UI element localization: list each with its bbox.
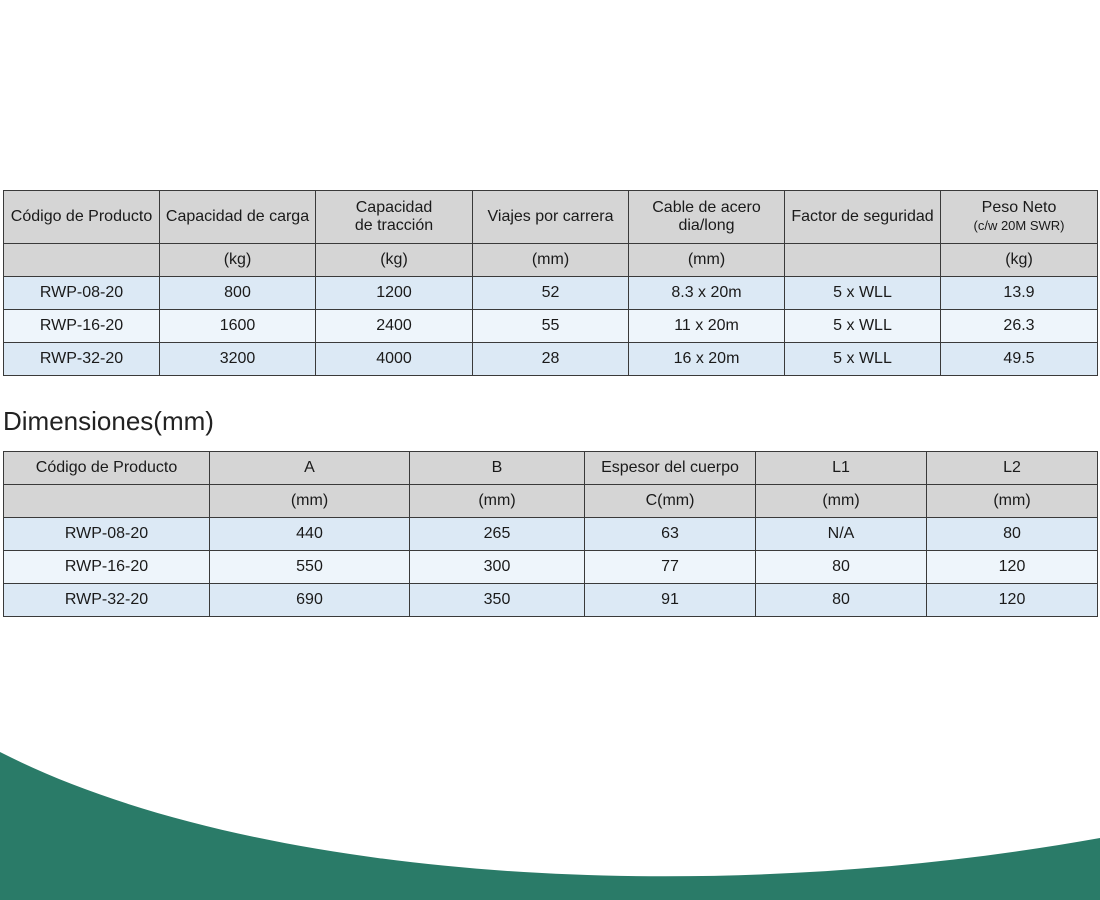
table-cell: 13.9: [940, 276, 1098, 310]
table-cell: 52: [472, 276, 629, 310]
table-cell: 80: [755, 583, 927, 617]
table-cell: 5 x WLL: [784, 342, 941, 376]
table-cell: RWP-32-20: [3, 342, 160, 376]
table-row: RWP-32-20 3200 4000 28 16 x 20m 5 x WLL 49.5: [3, 342, 1098, 376]
table-cell: 350: [409, 583, 585, 617]
header-cell: Viajes por carrera: [472, 190, 629, 244]
header-cell: L2: [926, 451, 1098, 485]
header-cell: A: [209, 451, 410, 485]
table-cell: 8.3 x 20m: [628, 276, 785, 310]
table-cell: RWP-16-20: [3, 309, 160, 343]
header-line: dia/long: [678, 217, 735, 234]
table-cell: 690: [209, 583, 410, 617]
header-line: Cable de acero: [652, 199, 761, 216]
table-cell: 91: [584, 583, 756, 617]
table-cell: 120: [926, 550, 1098, 584]
header-line: (c/w 20M SWR): [973, 218, 1065, 233]
table-cell: 550: [209, 550, 410, 584]
unit-cell: (mm): [628, 243, 785, 277]
units-row: (mm) (mm) C(mm) (mm) (mm): [3, 484, 1098, 518]
specs-table: Código de Producto Capacidad de carga Ca…: [3, 190, 1098, 376]
header-row: Código de Producto Capacidad de carga Ca…: [3, 190, 1098, 244]
header-row: Código de Producto A B Espesor del cuerpo L1…: [3, 451, 1098, 485]
unit-cell: (kg): [315, 243, 473, 277]
table-row: RWP-16-20 550 300 77 80 120: [3, 550, 1098, 584]
header-line: Peso Neto: [981, 199, 1057, 216]
table-row: RWP-08-20 440 265 63 N/A 80: [3, 517, 1098, 551]
header-cell: Factor de seguridad: [784, 190, 941, 244]
unit-cell: (mm): [409, 484, 585, 518]
table-row: RWP-16-20 1600 2400 55 11 x 20m 5 x WLL 26.3: [3, 309, 1098, 343]
table-cell: 4000: [315, 342, 473, 376]
table-row: RWP-08-20 800 1200 52 8.3 x 20m 5 x WLL 13.9: [3, 276, 1098, 310]
header-cell: Peso Neto (c/w 20M SWR): [940, 190, 1098, 244]
unit-cell: [3, 484, 210, 518]
unit-cell: [784, 243, 941, 277]
units-row: (kg) (kg) (mm) (mm) (kg): [3, 243, 1098, 277]
table-row: RWP-32-20 690 350 91 80 120: [3, 583, 1098, 617]
table-cell: RWP-16-20: [3, 550, 210, 584]
table-cell: 1600: [159, 309, 316, 343]
table-cell: 28: [472, 342, 629, 376]
table-cell: 5 x WLL: [784, 309, 941, 343]
unit-cell: (kg): [159, 243, 316, 277]
table-cell: 49.5: [940, 342, 1098, 376]
table-cell: 80: [755, 550, 927, 584]
table-cell: 55: [472, 309, 629, 343]
table-cell: 1200: [315, 276, 473, 310]
table-cell: RWP-32-20: [3, 583, 210, 617]
table-cell: 800: [159, 276, 316, 310]
dimensions-title: Dimensiones(mm): [3, 406, 214, 436]
table-cell: 16 x 20m: [628, 342, 785, 376]
dimensions-table: Código de Producto A B Espesor del cuerpo L1…: [3, 451, 1098, 617]
green-wave: [0, 752, 1100, 900]
header-cell: Cable de acero dia/long: [628, 190, 785, 244]
table-cell: 120: [926, 583, 1098, 617]
header-cell: Código de Producto: [3, 451, 210, 485]
header-line: Capacidad: [355, 199, 433, 216]
unit-cell: (mm): [926, 484, 1098, 518]
table-cell: 77: [584, 550, 756, 584]
table-cell: 2400: [315, 309, 473, 343]
table-cell: 26.3: [940, 309, 1098, 343]
table-cell: 5 x WLL: [784, 276, 941, 310]
unit-cell: (mm): [755, 484, 927, 518]
header-cell: B: [409, 451, 585, 485]
unit-cell: (mm): [472, 243, 629, 277]
unit-cell: [3, 243, 160, 277]
header-cell: Código de Producto: [3, 190, 160, 244]
header-cell: Espesor del cuerpo: [584, 451, 756, 485]
table-cell: 63: [584, 517, 756, 551]
table-cell: 3200: [159, 342, 316, 376]
table-cell: 265: [409, 517, 585, 551]
unit-cell: C(mm): [584, 484, 756, 518]
table-cell: N/A: [755, 517, 927, 551]
header-line: de tracción: [354, 217, 434, 234]
table-cell: RWP-08-20: [3, 517, 210, 551]
table-cell: 11 x 20m: [628, 309, 785, 343]
header-cell: L1: [755, 451, 927, 485]
table-cell: 440: [209, 517, 410, 551]
